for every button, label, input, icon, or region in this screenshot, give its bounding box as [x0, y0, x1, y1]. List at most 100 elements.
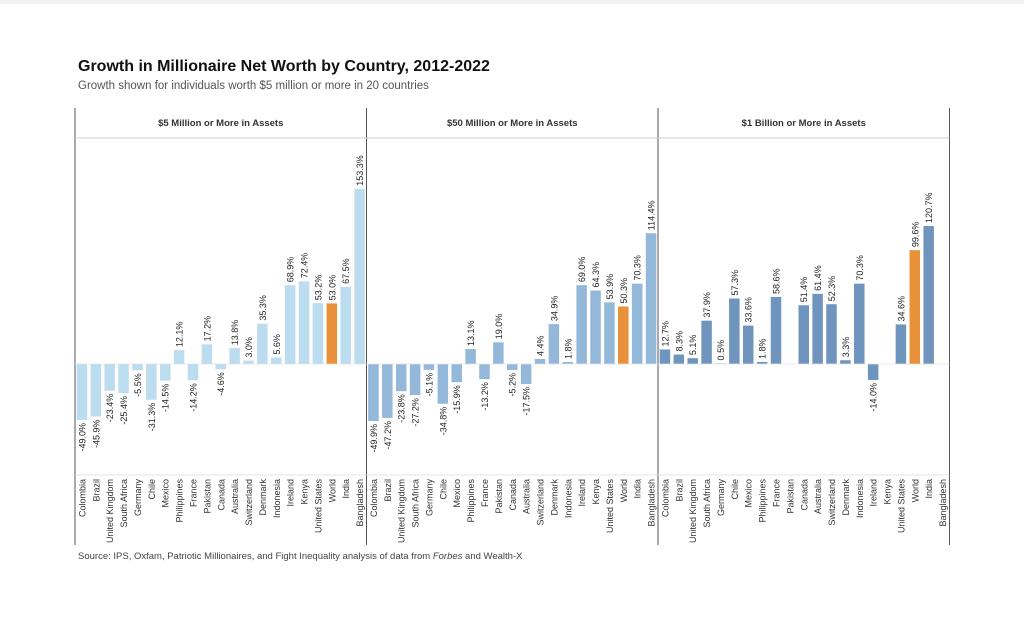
data-label: 13.8%	[230, 320, 240, 346]
data-label: 4.4%	[536, 335, 546, 356]
category-label: Indonesia	[855, 479, 865, 518]
category-label: Chile	[147, 479, 157, 500]
category-label: Chile	[438, 479, 448, 500]
category-label: South Africa	[702, 479, 712, 528]
category-label: Australia	[813, 479, 823, 514]
bar-united-kingdom	[104, 364, 115, 391]
bar-switzerland	[243, 360, 254, 364]
panel-title: $1 Billion or More in Assets	[742, 118, 866, 129]
data-label: 3.0%	[244, 337, 254, 358]
data-label: 58.6%	[771, 268, 781, 294]
category-label: Philippines	[466, 479, 476, 523]
data-label: -23.4%	[105, 394, 115, 423]
data-label: 153.3%	[355, 155, 365, 186]
bar-united-states	[895, 324, 907, 364]
bar-denmark	[548, 324, 560, 364]
category-label: Kenya	[591, 479, 601, 505]
category-label: Ireland	[869, 479, 879, 507]
bar-switzerland	[534, 358, 546, 364]
category-label: Colombia	[660, 479, 670, 517]
category-label: Indonesia	[272, 479, 282, 518]
bar-france	[479, 364, 490, 380]
data-label: 12.1%	[175, 322, 185, 348]
category-label: Brazil	[674, 479, 684, 502]
category-label: Pakistan	[202, 479, 212, 514]
category-label: Germany	[424, 479, 434, 517]
data-label: 33.6%	[744, 297, 754, 323]
panel-1: $5 Million or More in Assets -49.0% Colomb…	[75, 118, 367, 543]
category-label: Canada	[216, 479, 226, 511]
data-label: 99.6%	[910, 222, 920, 248]
bar-indonesia	[271, 357, 282, 364]
data-label: 69.0%	[577, 257, 587, 283]
data-label: 1.8%	[758, 338, 768, 359]
bar-australia	[812, 293, 823, 364]
category-label: France	[188, 479, 198, 507]
bar-denmark	[840, 360, 851, 364]
data-label: 1.8%	[563, 338, 573, 359]
data-label: 51.4%	[799, 277, 809, 303]
panel-title: $50 Million or More in Assets	[447, 118, 578, 129]
data-label: -5.1%	[424, 373, 434, 397]
category-label: Germany	[133, 479, 143, 517]
bar-united-states	[604, 302, 615, 364]
panel-3: $1 Billion or More in Assets 12.7% Colombi…	[658, 118, 950, 543]
bar-bangladesh	[645, 233, 657, 364]
data-label: 0.5%	[716, 340, 726, 361]
bar-brazil	[673, 354, 685, 364]
category-label: Mexico	[744, 479, 754, 508]
data-label: 35.3%	[258, 295, 268, 321]
category-label: Brazil	[383, 479, 393, 502]
bar-colombia	[659, 349, 671, 364]
data-label: 8.3%	[674, 331, 684, 352]
category-label: Denmark	[258, 479, 268, 516]
bar-india	[340, 286, 351, 364]
category-label: Colombia	[369, 479, 379, 517]
category-label: Kenya	[883, 479, 893, 505]
bar-brazil	[382, 364, 393, 418]
data-label: 70.3%	[633, 255, 643, 281]
category-label: United States	[605, 479, 615, 534]
category-label: Switzerland	[827, 479, 837, 526]
data-label: 64.3%	[591, 262, 601, 288]
data-label: 5.6%	[272, 334, 282, 355]
category-label: Pakistan	[785, 479, 795, 514]
category-label: Ireland	[577, 479, 587, 507]
bar-south-africa	[701, 320, 712, 364]
category-label: Germany	[716, 479, 726, 517]
bar-france	[770, 297, 782, 364]
bar-ireland	[867, 364, 879, 381]
data-label: -14.5%	[161, 384, 171, 413]
category-label: United Kingdom	[688, 479, 698, 543]
bar-philippines	[756, 361, 768, 364]
data-label: 53.2%	[313, 275, 323, 301]
category-label: Chile	[730, 479, 740, 500]
data-label: 12.7%	[660, 321, 670, 347]
bar-colombia	[76, 364, 88, 421]
data-label: 37.9%	[702, 292, 712, 318]
data-label: 114.4%	[647, 200, 657, 230]
category-label: World	[327, 479, 337, 502]
category-label: Switzerland	[536, 479, 546, 526]
data-label: -49.0%	[77, 423, 87, 452]
category-label: World	[910, 479, 920, 502]
category-label: France	[771, 479, 781, 507]
data-label: -27.2%	[411, 398, 421, 427]
data-label: 17.2%	[202, 316, 212, 342]
bar-mexico	[742, 325, 754, 364]
bar-switzerland	[826, 304, 837, 364]
data-label: 3.3%	[841, 337, 851, 358]
bar-united-states	[312, 303, 324, 364]
data-label: -14.0%	[869, 383, 879, 412]
category-label: Colombia	[77, 479, 87, 517]
bar-denmark	[257, 323, 268, 364]
bar-chile	[146, 364, 157, 400]
bar-philippines	[173, 350, 185, 364]
bar-germany	[132, 364, 143, 371]
data-label: 19.0%	[494, 314, 504, 340]
chart-title: Growth in Millionaire Net Worth by Count…	[78, 58, 490, 75]
category-label: Canada	[799, 479, 809, 511]
bar-world	[326, 303, 338, 364]
data-label: -34.8%	[438, 407, 448, 436]
bar-philippines	[465, 349, 476, 364]
